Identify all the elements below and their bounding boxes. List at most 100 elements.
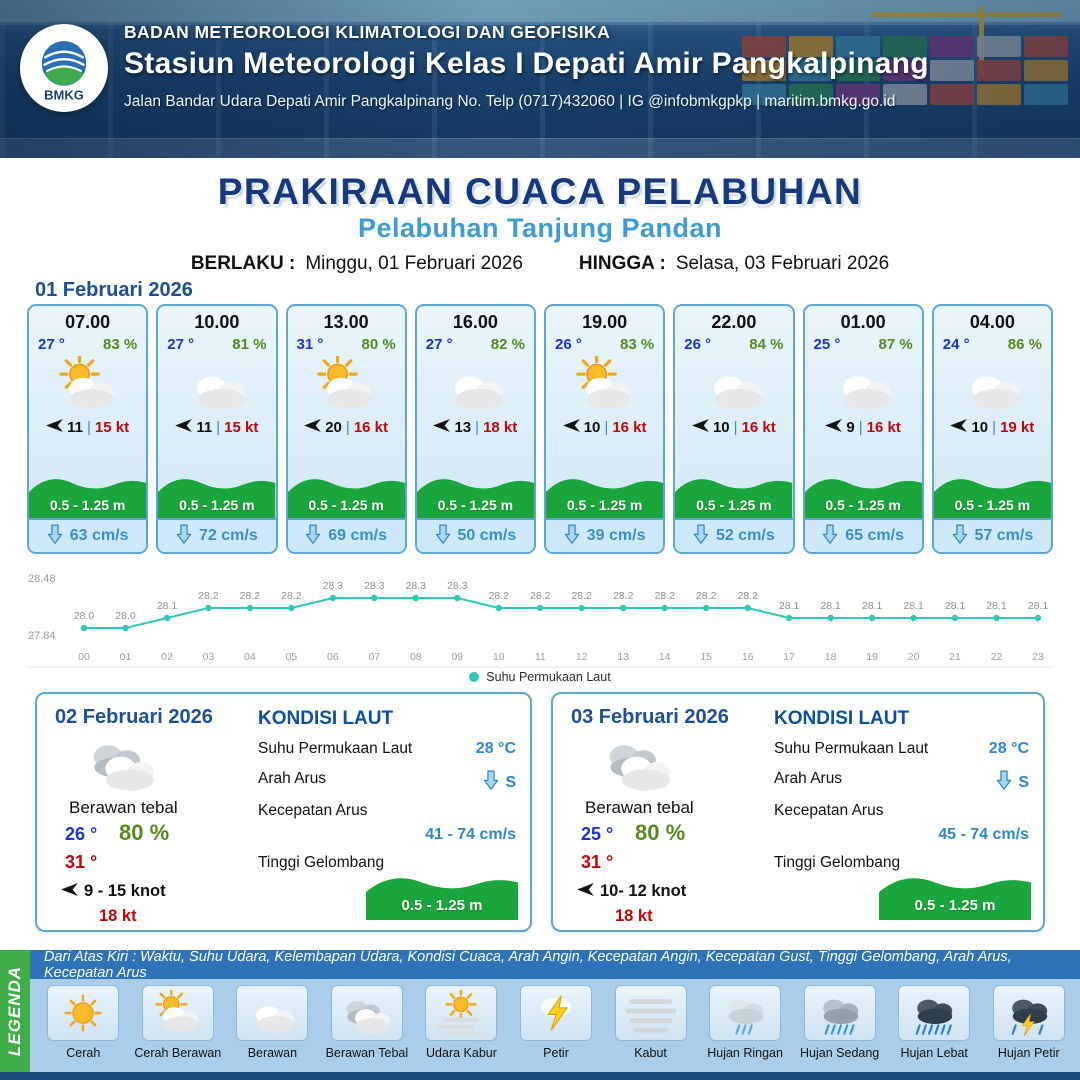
- separator: |: [475, 419, 480, 436]
- legend-item: Hujan Sedang: [794, 985, 885, 1060]
- wave-graphic: [287, 464, 405, 518]
- wave-band: 0.5 - 1.25 m: [416, 464, 534, 518]
- wave-graphic: [366, 862, 518, 920]
- legend-item: Hujan Lebat: [889, 985, 980, 1060]
- svg-text:04: 04: [244, 651, 256, 663]
- wave-height: 0.5 - 1.25 m: [308, 497, 384, 513]
- svg-text:11: 11: [535, 651, 546, 663]
- wind-direction-icon: [61, 882, 78, 901]
- air-temp: 26 °: [684, 336, 712, 353]
- current-speed: 52 cm/s: [716, 527, 775, 544]
- berawan-icon: [934, 355, 1051, 415]
- svg-text:28.2: 28.2: [530, 590, 551, 602]
- wind-speed: 20: [325, 419, 342, 436]
- wind-gust: 18 kt: [483, 419, 518, 436]
- legend-item-label: Cerah: [66, 1046, 101, 1060]
- humidity: 80 %: [635, 820, 686, 845]
- forecast-time: 07.00: [65, 312, 111, 332]
- svg-text:22: 22: [991, 651, 1003, 663]
- legend-label: Suhu Permukaan Laut: [486, 670, 611, 684]
- wind-gust: 18 kt: [99, 907, 137, 925]
- wind-row: 11 | 15 kt: [29, 419, 146, 436]
- current-speed-label: Kecepatan Arus: [258, 802, 368, 819]
- svg-text:00: 00: [78, 651, 90, 663]
- svg-text:28.1: 28.1: [820, 600, 841, 612]
- wave-band: 0.5 - 1.25 m: [546, 464, 664, 518]
- berawan-icon: [158, 355, 275, 415]
- humidity: 84 %: [749, 336, 784, 353]
- forecast-card-0700: 07.00 27 ° 83 % 11 | 15 kt 0.5 - 1.25 m …: [27, 304, 149, 554]
- svg-text:28.2: 28.2: [281, 590, 302, 602]
- wind-direction-icon: [950, 419, 968, 436]
- berawan-tebal-icon: [583, 730, 693, 794]
- forecast-card-1300: 13.00 31 ° 80 % 20 | 16 kt 0.5 - 1.25 m …: [285, 304, 407, 554]
- wave-height-graphic: 0.5 - 1.25 m: [879, 862, 1031, 920]
- svg-text:28.3: 28.3: [406, 580, 427, 592]
- station-address: Jalan Bandar Udara Depati Amir Pangkalpi…: [124, 93, 896, 110]
- wave-graphic: [933, 464, 1051, 518]
- svg-text:14: 14: [659, 651, 671, 663]
- forecast-time: 13.00: [323, 312, 369, 332]
- legend-item-label: Berawan Tebal: [325, 1046, 409, 1060]
- svg-text:28.1: 28.1: [779, 600, 800, 612]
- separator: |: [345, 419, 350, 436]
- wind-row: 10 | 19 kt: [934, 419, 1051, 436]
- wave-value: 0.5 - 1.25 m: [401, 897, 483, 914]
- wind-row: 10 | 16 kt: [675, 419, 792, 436]
- humidity: 82 %: [490, 336, 525, 353]
- current-speed: 57 cm/s: [974, 527, 1034, 544]
- current-speed-label: Kecepatan Arus: [774, 802, 884, 819]
- svg-text:15: 15: [700, 651, 712, 663]
- sea-conditions: KONDISI LAUT Suhu Permukaan Laut 28 °C A…: [768, 694, 1043, 930]
- svg-text:23: 23: [1032, 651, 1044, 663]
- forecast-time: 01.00: [840, 312, 886, 332]
- wind-speed: 10: [583, 419, 601, 436]
- humidity: 80 %: [119, 820, 170, 845]
- current-direction-icon: [305, 524, 321, 549]
- wind-direction-icon: [562, 419, 580, 436]
- sea-title: KONDISI LAUT: [774, 708, 910, 729]
- current-row: 50 cm/s: [416, 518, 534, 552]
- wave-band: 0.5 - 1.25 m: [29, 464, 147, 518]
- petir-icon: [520, 985, 592, 1041]
- kabut-icon: [614, 985, 687, 1041]
- svg-text:28.2: 28.2: [654, 590, 675, 602]
- legend-item-label: Hujan Petir: [997, 1046, 1060, 1060]
- air-temp: 27 °: [167, 336, 195, 353]
- daily-forecast-card-feb02: 02 Februari 2026 Berawan tebal 26 ° 80 %…: [35, 692, 532, 932]
- daily-forecast-card-feb03: 03 Februari 2026 Berawan tebal 25 ° 80 %…: [551, 692, 1045, 932]
- header: BMKG BADAN METEOROLOGI KLIMATOLOGI DAN G…: [0, 0, 1080, 158]
- legend-item-label: Hujan Ringan: [707, 1046, 783, 1060]
- chart-legend: Suhu Permukaan Laut: [26, 670, 1054, 684]
- svg-text:28.1: 28.1: [157, 600, 178, 612]
- svg-text:28.3: 28.3: [447, 580, 468, 592]
- forecast-card-1000: 10.00 27 ° 81 % 11 | 15 kt 0.5 - 1.25 m …: [156, 304, 278, 554]
- wave-graphic: [879, 862, 1031, 920]
- current-direction-icon: [822, 524, 838, 549]
- y-axis-max: 28.48: [28, 573, 56, 585]
- svg-text:28.2: 28.2: [240, 590, 261, 602]
- berawan-tebal-icon: [67, 730, 177, 794]
- svg-text:16: 16: [742, 651, 754, 663]
- sst-value: 28 °C: [475, 740, 516, 757]
- forecast-card-2200: 22.00 26 ° 84 % 10 | 16 kt 0.5 - 1.25 m …: [673, 304, 795, 554]
- legend-item: Cerah Berawan: [133, 985, 224, 1060]
- wind-gust: 15 kt: [94, 419, 130, 436]
- wave-band: 0.5 - 1.25 m: [158, 464, 276, 518]
- svg-text:28.1: 28.1: [903, 600, 924, 612]
- air-temp: 31 °: [296, 336, 324, 353]
- berawan-icon: [236, 985, 309, 1041]
- current-direction-icon: [693, 524, 709, 549]
- svg-text:08: 08: [410, 651, 422, 663]
- wind-range: 10- 12 knot: [600, 882, 687, 900]
- sst-chart: 28.48 27.84 28.0 00 28.0 01 28.1 02 28.2 03 28.2…: [26, 556, 1054, 692]
- wave-band: 0.5 - 1.25 m: [933, 464, 1051, 518]
- svg-text:06: 06: [327, 651, 339, 663]
- wind-row: 9 | 16 kt: [805, 419, 922, 436]
- berawan-icon: [675, 355, 792, 415]
- svg-text:28.1: 28.1: [945, 600, 966, 612]
- humidity: 86 %: [1007, 336, 1042, 353]
- sea-title: KONDISI LAUT: [258, 708, 394, 729]
- wind-direction-icon: [46, 419, 63, 436]
- berawan-icon: [805, 355, 922, 415]
